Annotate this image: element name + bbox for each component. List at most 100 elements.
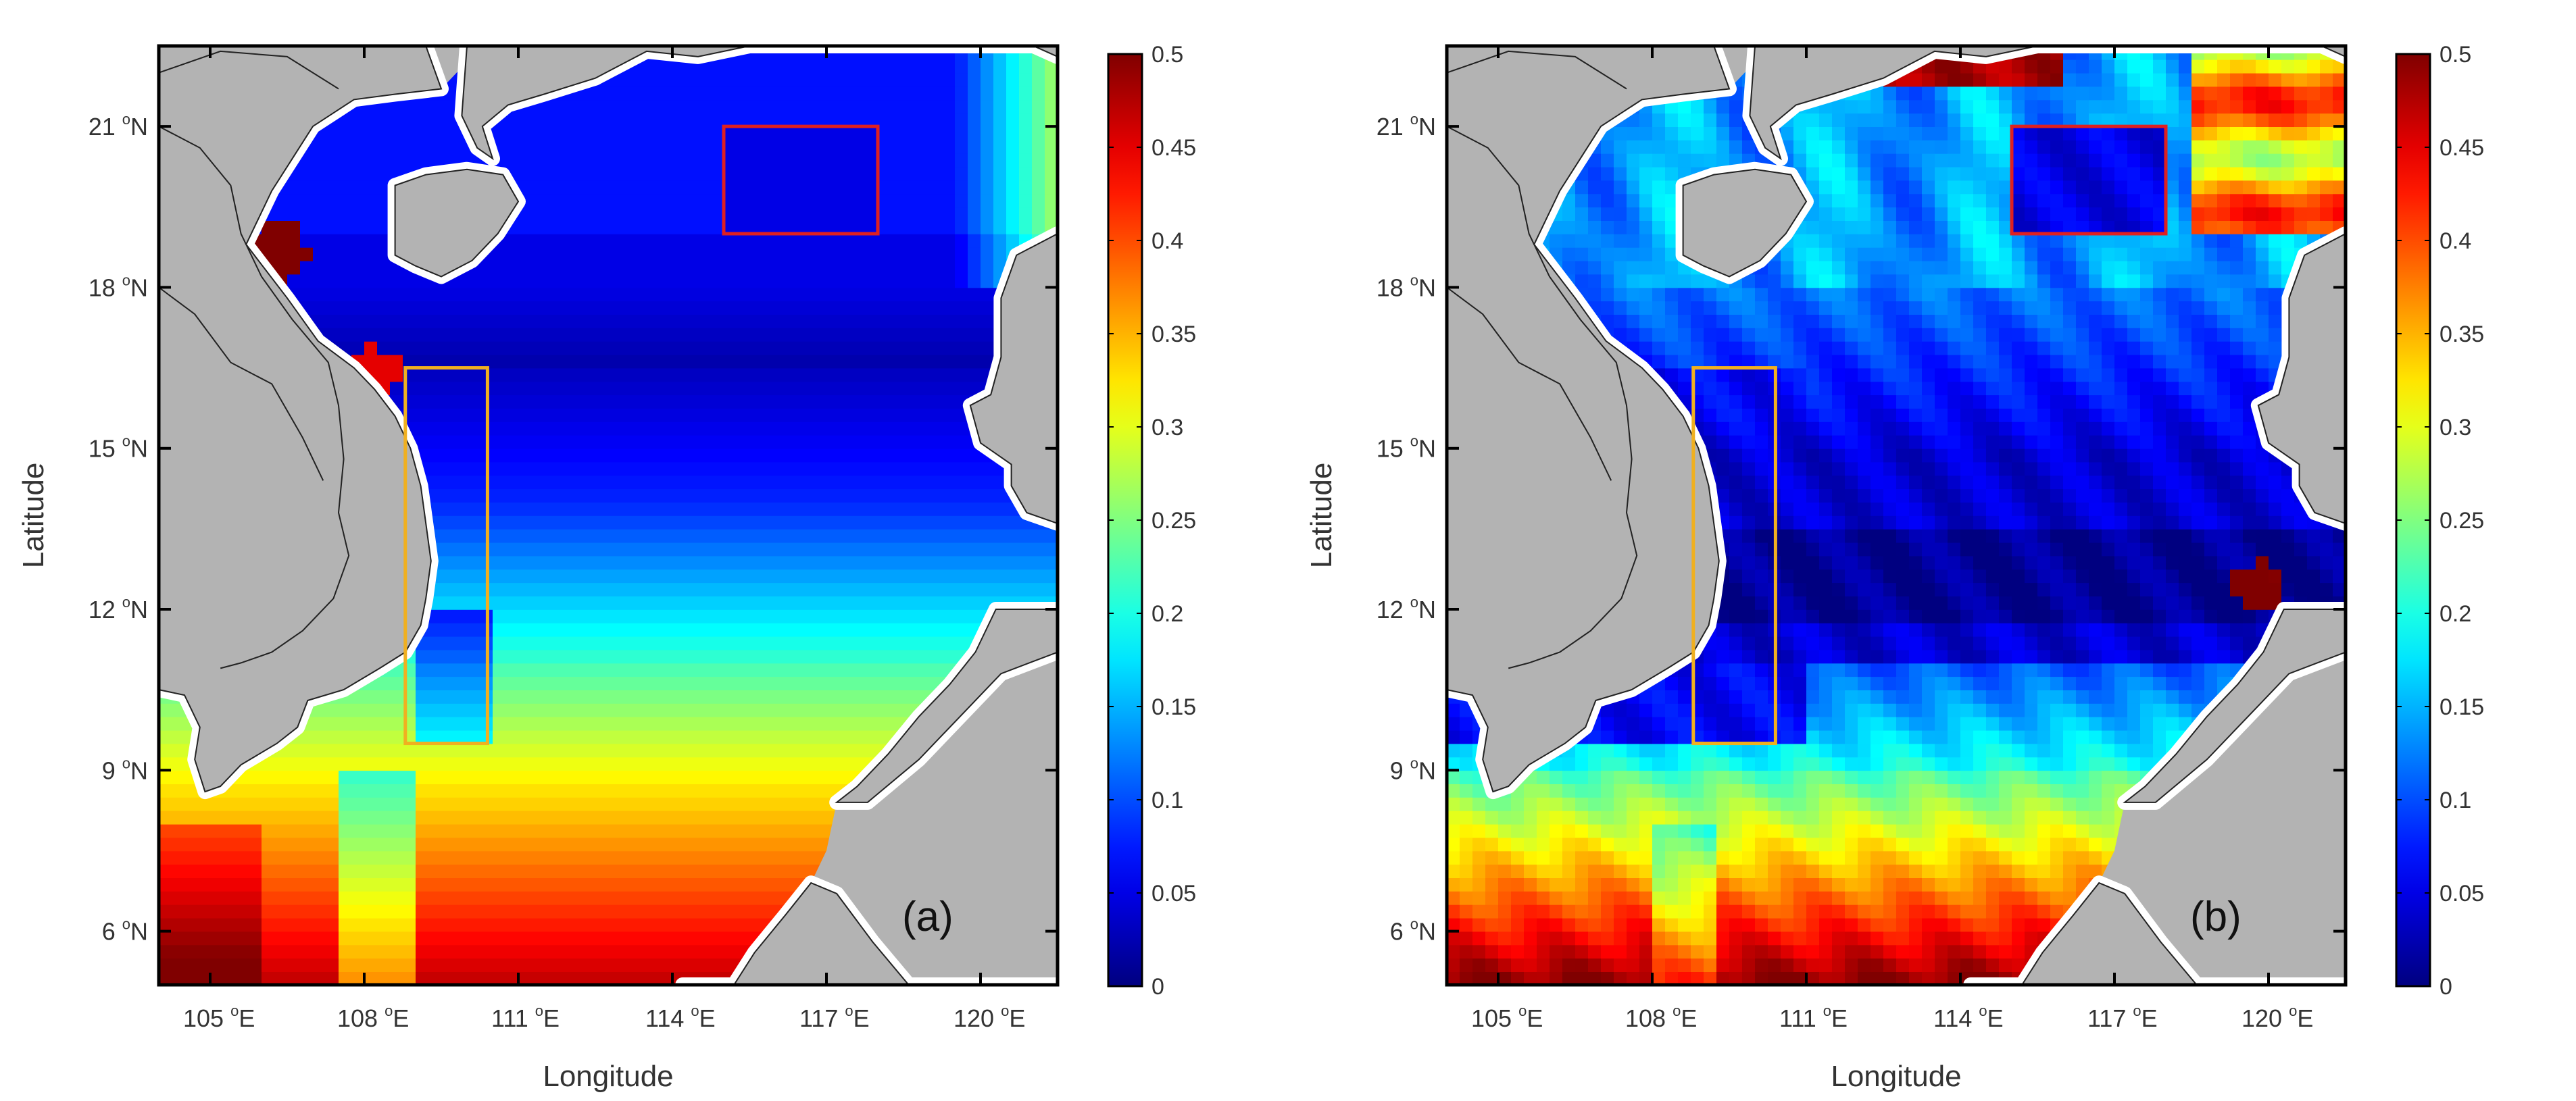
field-cell — [416, 944, 429, 959]
field-cell — [518, 247, 532, 261]
field-cell — [839, 770, 853, 784]
field-cell — [788, 864, 801, 878]
field-cell — [878, 220, 891, 234]
field-cell — [326, 931, 339, 946]
field-cell — [557, 301, 570, 315]
field-cell — [505, 301, 519, 315]
field-cell — [1032, 542, 1045, 557]
field-cell — [262, 784, 275, 798]
field-cell — [428, 757, 442, 771]
field-cell — [724, 301, 737, 315]
field-cell — [788, 488, 801, 503]
field-cell — [775, 234, 789, 248]
field-cell — [826, 729, 840, 744]
field-cell — [621, 193, 635, 208]
field-cell — [826, 381, 840, 396]
field-cell — [685, 528, 699, 543]
field-cell — [737, 636, 750, 650]
field-cell — [852, 408, 866, 422]
field-cell — [891, 166, 904, 181]
field-cell — [929, 220, 943, 234]
field-cell — [968, 193, 981, 208]
field-cell — [608, 850, 622, 865]
field-cell — [416, 434, 429, 449]
field-cell — [672, 367, 686, 382]
field-cell — [480, 743, 493, 758]
field-cell — [583, 461, 596, 476]
field-cell — [839, 528, 853, 543]
field-cell — [1006, 207, 1020, 221]
field-cell — [724, 864, 737, 878]
field-cell — [454, 676, 468, 690]
field-cell — [531, 622, 545, 637]
field-cell — [390, 891, 403, 905]
field-cell — [724, 207, 737, 221]
field-cell — [916, 663, 930, 677]
field-cell — [660, 743, 673, 758]
field-cell — [672, 153, 686, 168]
field-cell — [1045, 113, 1058, 127]
field-cell — [544, 743, 558, 758]
field-cell — [595, 958, 609, 972]
field-cell — [775, 140, 789, 154]
field-cell — [698, 314, 712, 328]
field-cell — [364, 113, 378, 127]
field-cell — [955, 72, 968, 87]
field-cell — [428, 328, 442, 342]
field-cell — [313, 931, 326, 946]
field-cell — [826, 166, 840, 181]
field-cell — [326, 126, 339, 140]
field-cell — [313, 234, 326, 248]
field-cell — [647, 515, 660, 530]
field-cell — [300, 864, 314, 878]
field-cell — [672, 247, 686, 261]
field-cell — [660, 247, 673, 261]
field-cell — [865, 86, 878, 101]
field-cell — [493, 757, 506, 771]
field-cell — [454, 743, 468, 758]
field-cell — [775, 220, 789, 234]
field-cell — [1006, 220, 1020, 234]
field-cell — [518, 622, 532, 637]
field-cell — [968, 207, 981, 221]
field-cell — [929, 555, 943, 570]
field-cell — [1045, 72, 1058, 87]
field-cell — [711, 528, 724, 543]
field-cell — [467, 663, 480, 677]
field-cell — [711, 72, 724, 87]
field-cell — [505, 555, 519, 570]
field-cell — [801, 421, 814, 436]
field-cell — [711, 649, 724, 664]
field-cell — [595, 260, 609, 275]
field-cell — [570, 958, 583, 972]
field-cell — [403, 757, 416, 771]
field-cell — [711, 461, 724, 476]
field-cell — [262, 850, 275, 865]
field-cell — [685, 555, 699, 570]
field-cell — [878, 193, 891, 208]
field-cell — [262, 864, 275, 878]
field-cell — [801, 569, 814, 584]
field-cell — [441, 609, 455, 623]
field-cell — [698, 113, 712, 127]
field-cell — [313, 743, 326, 758]
field-cell — [595, 180, 609, 195]
field-cell — [724, 448, 737, 463]
field-cell — [749, 877, 763, 892]
field-cell — [339, 301, 352, 315]
field-cell — [826, 542, 840, 557]
field-cell — [557, 434, 570, 449]
field-cell — [891, 528, 904, 543]
field-cell — [249, 823, 262, 838]
field-cell — [698, 757, 712, 771]
field-cell — [377, 180, 391, 195]
field-cell — [583, 784, 596, 798]
field-cell — [698, 690, 712, 704]
field-cell — [775, 367, 789, 382]
field-cell — [210, 850, 224, 865]
field-cell — [570, 434, 583, 449]
field-cell — [377, 274, 391, 288]
field-cell — [929, 153, 943, 168]
field-cell — [621, 837, 635, 852]
field-cell — [660, 528, 673, 543]
